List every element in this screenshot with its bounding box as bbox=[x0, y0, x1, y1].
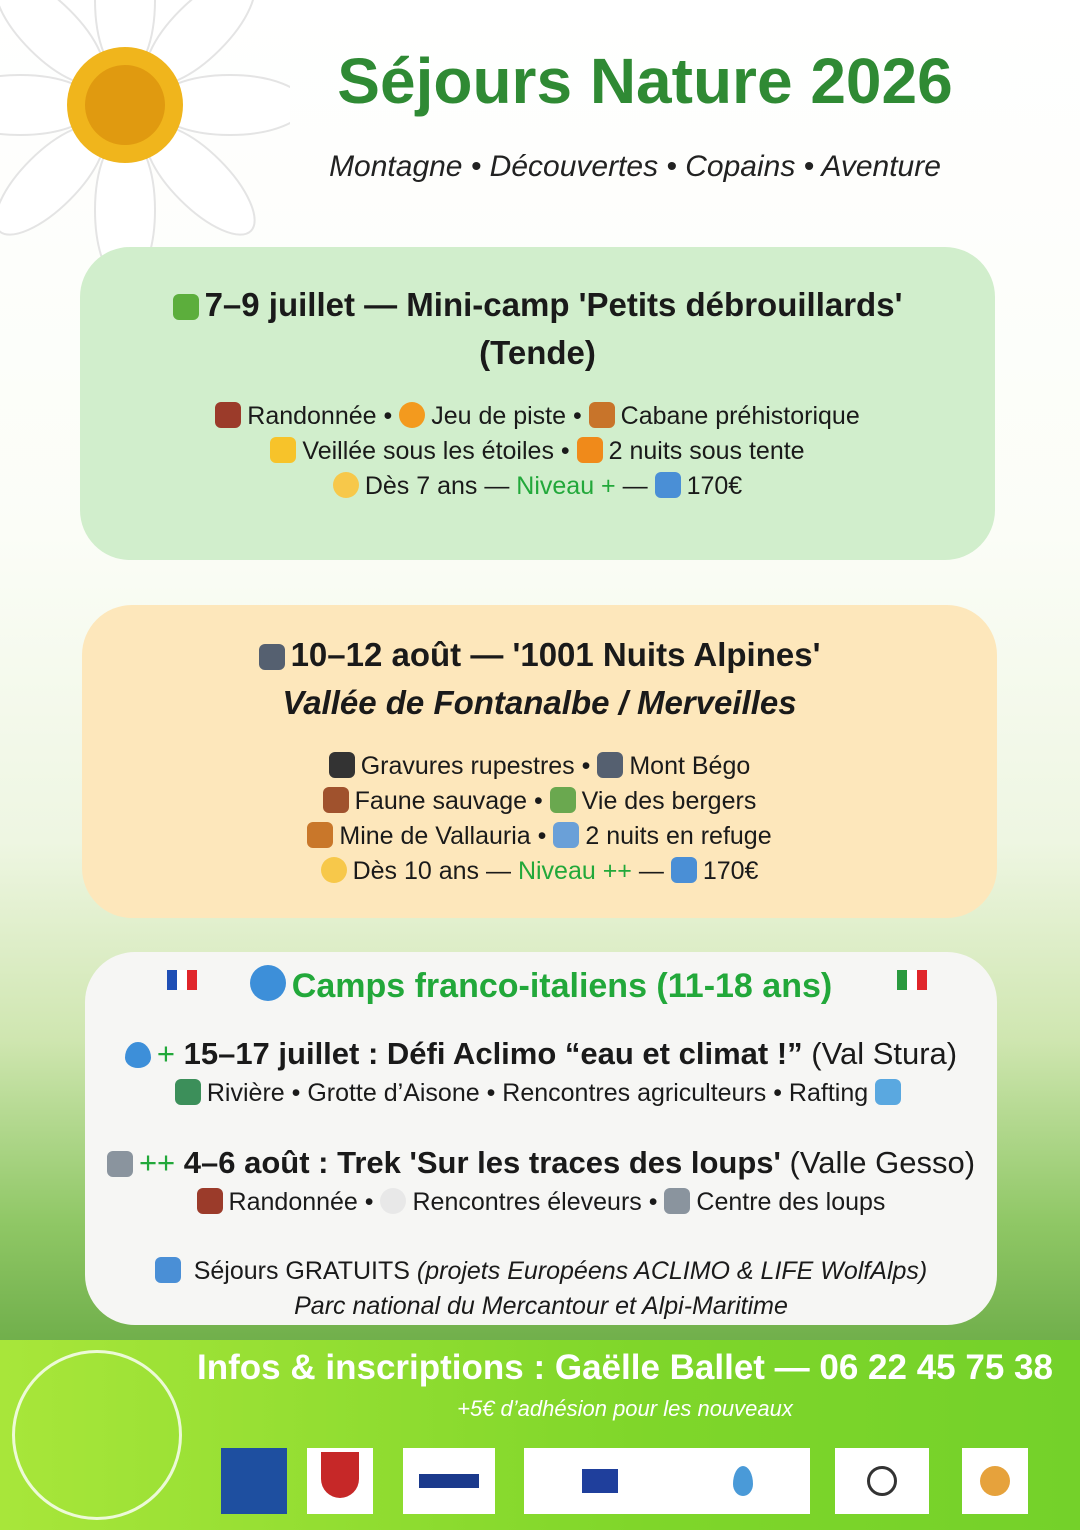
activity: Faune sauvage • bbox=[354, 787, 543, 815]
daisy-image bbox=[0, 0, 290, 270]
globe-icon bbox=[249, 965, 286, 1001]
activity: Vie des bergers bbox=[581, 787, 757, 815]
price: 170€ bbox=[686, 472, 743, 500]
activity: Mont Bégo bbox=[629, 752, 751, 780]
park-label: Parc national du Mercantour et Alpi-Mari… bbox=[294, 1292, 788, 1320]
activity: Randonnée • bbox=[228, 1188, 374, 1216]
page-subtitle: Montagne • Découvertes • Copains • Avent… bbox=[329, 150, 941, 183]
trip-place: (Valle Gesso) bbox=[789, 1145, 976, 1180]
parc-mark-shape bbox=[867, 1466, 897, 1496]
camp-card-franco-italiens: Camps franco-italiens (11-18 ans) + 15–1… bbox=[85, 952, 997, 1325]
child-icon bbox=[332, 472, 359, 498]
compass-icon bbox=[399, 402, 426, 428]
camp-place: (Tende) bbox=[479, 334, 596, 371]
trip-title: 15–17 juillet : Défi Aclimo “eau et clim… bbox=[183, 1036, 803, 1071]
interreg-aclimo-logo bbox=[524, 1448, 810, 1514]
rowboat-icon bbox=[875, 1079, 902, 1105]
banknote-icon bbox=[654, 472, 681, 498]
bed-icon bbox=[553, 822, 580, 848]
landscape-icon bbox=[174, 1079, 201, 1105]
activity: Veillée sous les étoiles • bbox=[302, 437, 570, 465]
camp-title: 10–12 août — '1001 Nuits Alpines' bbox=[290, 636, 821, 673]
sheep-icon bbox=[380, 1188, 407, 1214]
france-flag-icon bbox=[167, 970, 197, 990]
activity: Centre des loups bbox=[696, 1188, 886, 1216]
activity: 2 nuits sous tente bbox=[608, 437, 805, 465]
trip-title: 4–6 août : Trek 'Sur les traces des loup… bbox=[183, 1145, 781, 1180]
hut-icon bbox=[588, 402, 615, 428]
activities: Rivière • Grotte d’Aisone • Rencontres a… bbox=[206, 1079, 869, 1107]
section-title: Camps franco-italiens (11-18 ans) bbox=[291, 967, 833, 1005]
activity: Rencontres éleveurs • bbox=[412, 1188, 658, 1216]
boot-icon bbox=[215, 402, 242, 428]
activity: 2 nuits en refuge bbox=[585, 822, 772, 850]
banknote-icon bbox=[154, 1257, 181, 1283]
trip-place: (Val Stura) bbox=[811, 1036, 958, 1071]
camp-title: 7–9 juillet — Mini-camp 'Petits débrouil… bbox=[204, 286, 903, 323]
fdva-logo bbox=[403, 1448, 495, 1514]
activity: Jeu de piste • bbox=[431, 402, 582, 430]
activity: Randonnée • bbox=[247, 402, 393, 430]
banknote-icon bbox=[670, 857, 697, 883]
fdva-mark-shape bbox=[419, 1474, 479, 1488]
page-title: Séjours Nature 2026 bbox=[337, 45, 953, 117]
droplet-icon bbox=[124, 1042, 151, 1068]
activity: Mine de Vallauria • bbox=[339, 822, 547, 850]
footer: Infos & inscriptions : Gaëlle Ballet — 0… bbox=[0, 1340, 1080, 1530]
eu-flag-shape bbox=[581, 1469, 618, 1493]
level: Niveau + bbox=[516, 472, 616, 500]
age: Dès 10 ans — bbox=[352, 857, 511, 885]
pick-icon bbox=[307, 822, 334, 848]
petroglyph-icon bbox=[328, 752, 355, 778]
mountain-icon bbox=[258, 644, 285, 670]
membership-note: +5€ d’adhésion pour les nouveaux bbox=[457, 1396, 793, 1421]
free-label: Séjours GRATUITS bbox=[193, 1257, 410, 1285]
price: 170€ bbox=[702, 857, 759, 885]
mountain-icon bbox=[597, 752, 624, 778]
level: + bbox=[156, 1036, 175, 1071]
activity: Cabane préhistorique bbox=[620, 402, 860, 430]
activity: Gravures rupestres • bbox=[360, 752, 591, 780]
camp-card-nuits-alpines: 10–12 août — '1001 Nuits Alpines' Vallée… bbox=[82, 605, 997, 918]
wolf-icon bbox=[664, 1188, 691, 1214]
tent-icon bbox=[172, 294, 199, 320]
italy-flag-icon bbox=[897, 970, 927, 990]
young-ranger-mark-shape bbox=[980, 1466, 1010, 1496]
child-icon bbox=[320, 857, 347, 883]
age: Dès 7 ans — bbox=[364, 472, 510, 500]
tent-icon bbox=[576, 437, 603, 463]
camp-place: Vallée de Fontanalbe / Merveilles bbox=[282, 684, 797, 721]
aclimo-drop-shape bbox=[732, 1466, 753, 1496]
deer-icon bbox=[322, 787, 349, 813]
sparkles-icon bbox=[270, 437, 297, 463]
young-ranger-logo bbox=[962, 1448, 1028, 1514]
separator: — bbox=[638, 857, 664, 885]
caf-logo bbox=[221, 1448, 287, 1514]
parc-mercantour-logo bbox=[835, 1448, 929, 1514]
tende-shield-shape bbox=[321, 1452, 359, 1498]
curieux-de-nature-logo bbox=[12, 1350, 182, 1520]
contact-info: Infos & inscriptions : Gaëlle Ballet — 0… bbox=[197, 1348, 1053, 1387]
free-note: (projets Européens ACLIMO & LIFE WolfAlp… bbox=[416, 1257, 928, 1285]
level: Niveau ++ bbox=[517, 857, 632, 885]
camp-card-minicamp: 7–9 juillet — Mini-camp 'Petits débrouil… bbox=[80, 247, 995, 560]
boot-icon bbox=[196, 1188, 223, 1214]
separator: — bbox=[622, 472, 648, 500]
ville-de-tende-logo bbox=[307, 1448, 373, 1514]
wolf-icon bbox=[106, 1151, 133, 1177]
farmer-icon bbox=[549, 787, 576, 813]
level: ++ bbox=[138, 1145, 176, 1180]
